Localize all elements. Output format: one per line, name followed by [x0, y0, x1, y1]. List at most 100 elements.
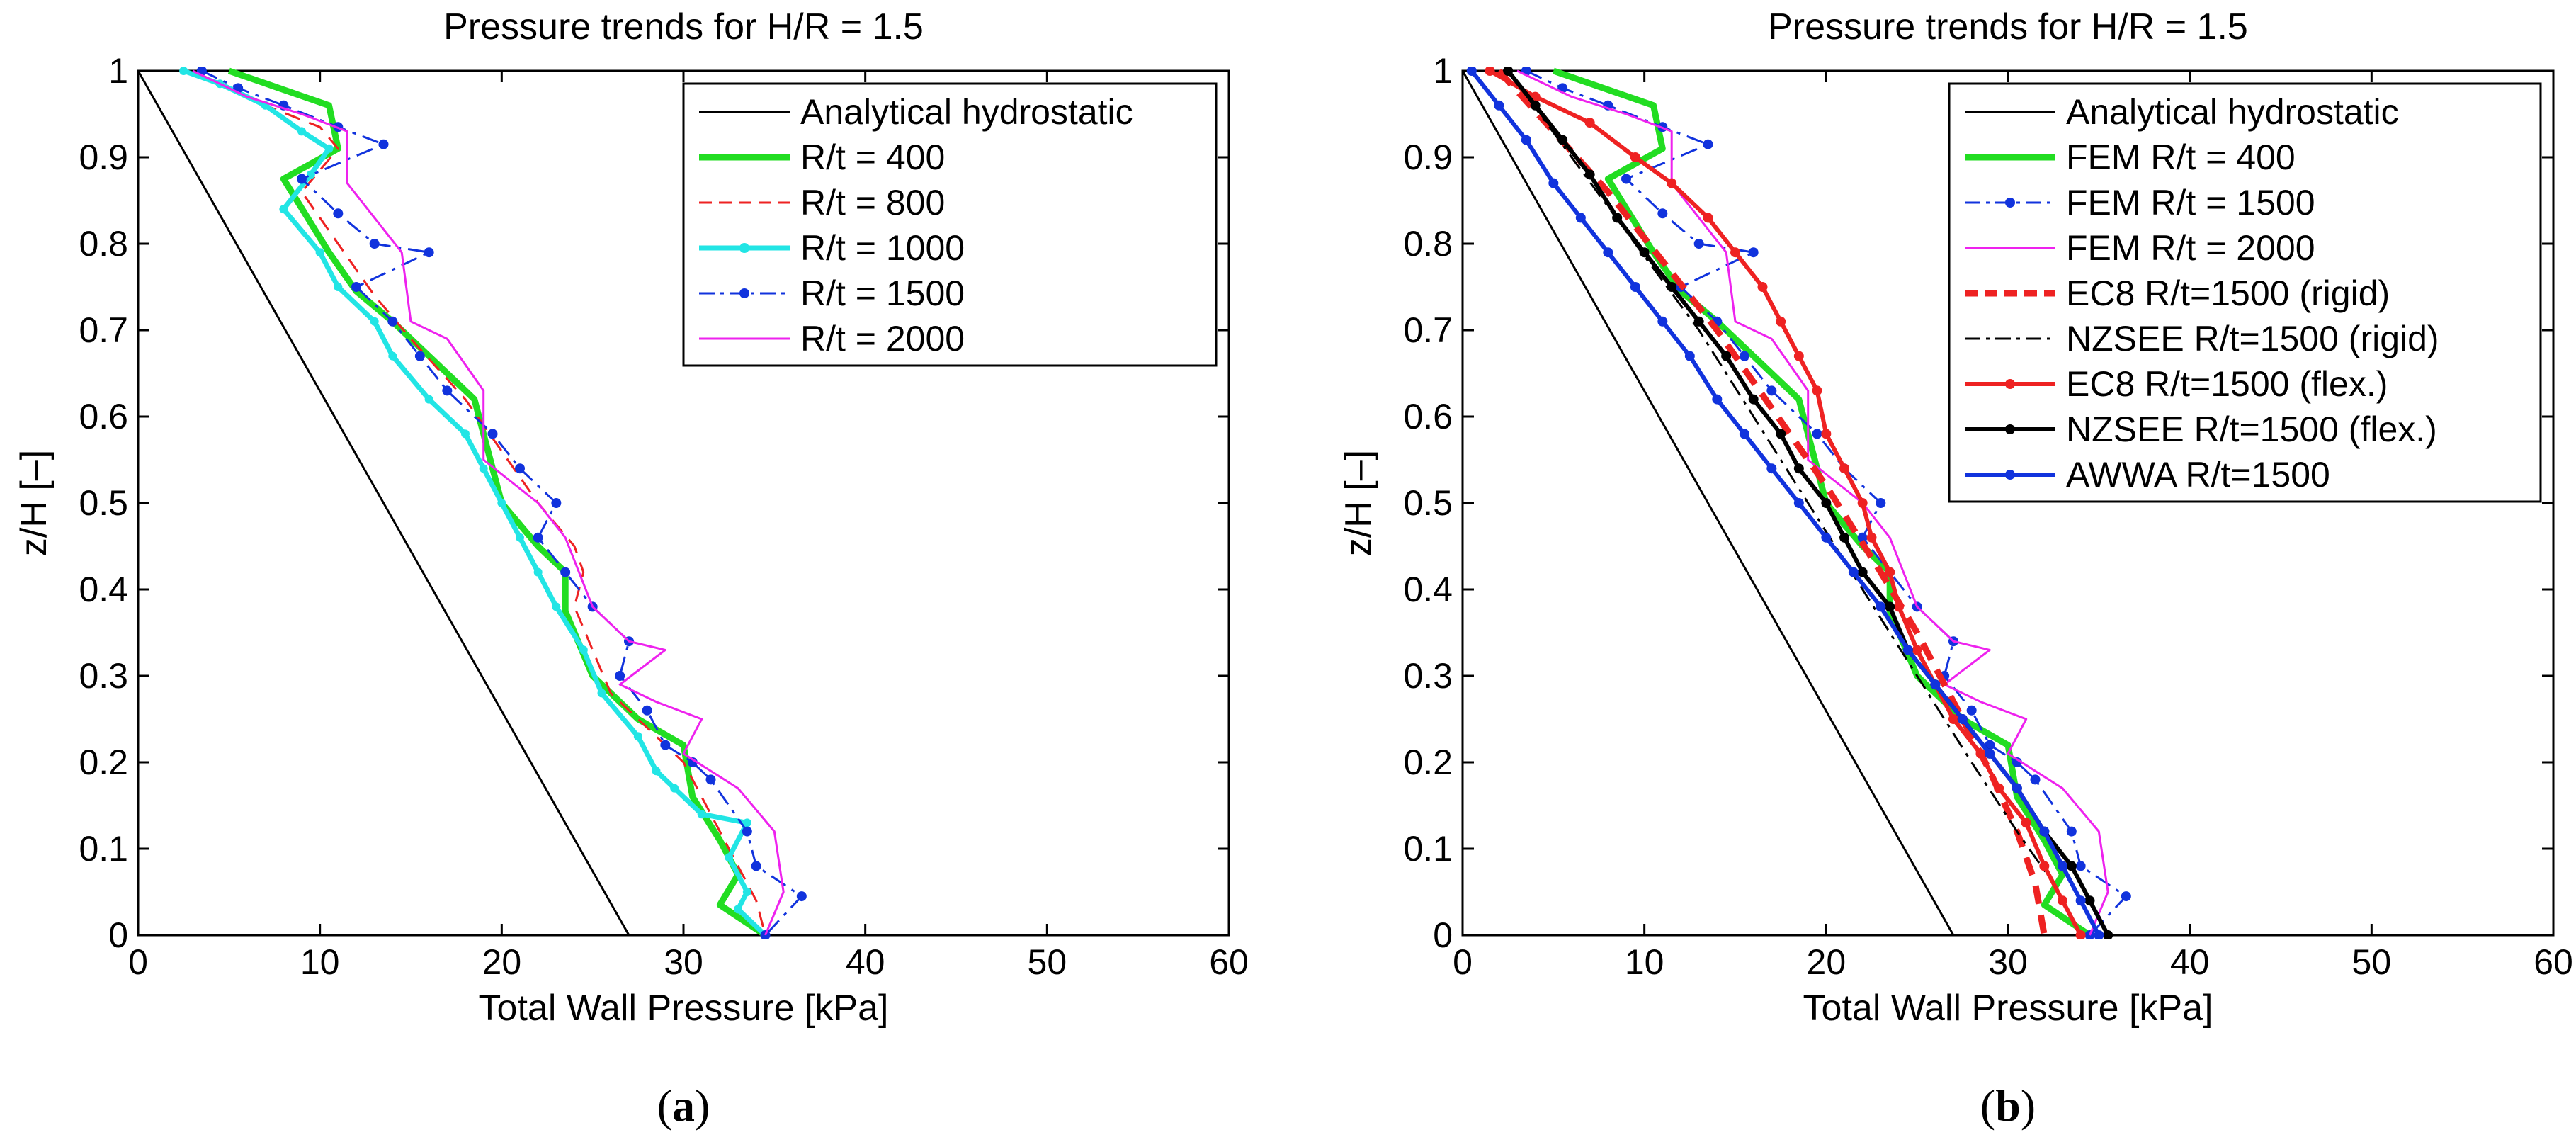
data-point-fem-r-t-1500 [1876, 498, 1886, 508]
data-point-fem-r-t-1500 [1812, 429, 1822, 439]
legend-marker-r-t-1500 [739, 288, 749, 298]
data-point-r-t-1000 [579, 645, 588, 655]
data-point-ec8-r-t-1500-flex [1730, 247, 1740, 258]
x-tick-label: 0 [128, 942, 148, 982]
data-point-nzsee-r-t-1500-flex [1557, 135, 1568, 145]
series-group [1463, 67, 2131, 939]
y-tick-label: 0.6 [79, 397, 128, 436]
data-point-awwa-r-t-1500 [1848, 567, 1859, 577]
x-tick-label: 60 [1209, 942, 1249, 982]
data-point-ec8-r-t-1500-flex [1776, 316, 1786, 327]
data-point-r-t-1000 [633, 732, 642, 741]
data-point-nzsee-r-t-1500-flex [1667, 282, 1677, 292]
data-point-r-t-1000 [725, 853, 734, 862]
data-point-nzsee-r-t-1500-flex [1584, 169, 1595, 180]
chart-title: Pressure trends for H/R = 1.5 [443, 6, 924, 47]
data-point-r-t-1500 [560, 567, 571, 577]
legend-marker-ec8-r-t-1500-flex [2005, 379, 2015, 389]
legend-label: FEM R/t = 1500 [2066, 183, 2315, 222]
x-tick-label: 30 [664, 942, 703, 982]
data-point-awwa-r-t-1500 [1630, 282, 1640, 292]
data-point-awwa-r-t-1500 [1494, 100, 1504, 111]
x-tick-label: 50 [1028, 942, 1067, 982]
chart-panel-b: Pressure trends for H/R = 1.50 10 20 30 40 50… [1338, 6, 2573, 1131]
data-point-nzsee-r-t-1500-flex [1503, 67, 1514, 76]
legend-label: FEM R/t = 400 [2066, 137, 2296, 177]
data-point-ec8-r-t-1500-flex [1703, 213, 1713, 223]
y-tick-label: 0.1 [79, 829, 128, 869]
data-point-r-t-1000 [742, 818, 751, 827]
data-point-r-t-1500 [751, 861, 761, 871]
x-tick-label: 0 [1453, 942, 1473, 982]
data-point-r-t-1500 [533, 532, 543, 543]
data-point-awwa-r-t-1500 [1902, 645, 1913, 655]
data-point-r-t-1000 [306, 170, 315, 179]
data-point-r-t-1000 [597, 689, 606, 698]
data-point-fem-r-t-1500 [2121, 891, 2131, 902]
data-point-awwa-r-t-1500 [2039, 826, 2050, 837]
data-point-r-t-1500 [424, 247, 434, 258]
y-tick-label: 0.9 [1403, 137, 1453, 177]
y-axis-label: z/H [–] [13, 450, 55, 556]
y-tick-label: 0 [1433, 915, 1453, 955]
x-axis-label: Total Wall Pressure [kPa] [479, 988, 889, 1029]
data-point-fem-r-t-1500 [2030, 774, 2041, 785]
series-line-fem-r-t-2000 [1516, 69, 2109, 936]
data-point-nzsee-r-t-1500-flex [1793, 463, 1804, 474]
data-point-r-t-1000 [497, 499, 506, 507]
y-tick-label: 0.7 [79, 310, 128, 350]
data-point-nzsee-r-t-1500-flex [1885, 601, 1895, 612]
data-point-ec8-r-t-1500-flex [1793, 351, 1804, 361]
legend-label: R/t = 2000 [800, 319, 965, 358]
data-point-awwa-r-t-1500 [1575, 213, 1586, 223]
series-line-analytical-hydrostatic [138, 70, 630, 936]
data-point-r-t-1000 [670, 784, 679, 793]
data-point-nzsee-r-t-1500-flex [1612, 213, 1623, 223]
data-point-nzsee-r-t-1500-flex [1639, 247, 1650, 258]
data-point-fem-r-t-1500 [1621, 174, 1631, 184]
data-point-ec8-r-t-1500-flex [2021, 818, 2031, 828]
data-point-r-t-1000 [297, 127, 306, 136]
data-point-r-t-1000 [734, 905, 742, 914]
data-point-nzsee-r-t-1500-flex [2084, 895, 2095, 906]
legend-marker-r-t-1000 [739, 243, 749, 253]
data-point-r-t-1500 [487, 429, 498, 439]
data-point-r-t-1000 [652, 767, 661, 776]
data-point-r-t-1500 [378, 139, 389, 149]
data-point-awwa-r-t-1500 [1957, 714, 1968, 724]
legend-box [682, 82, 1218, 367]
data-point-ec8-r-t-1500-flex [1866, 532, 1877, 543]
legend-label: NZSEE R/t=1500 (flex.) [2066, 409, 2437, 449]
x-tick-label: 40 [846, 942, 885, 982]
data-point-r-t-1500 [551, 498, 562, 508]
data-point-ec8-r-t-1500-flex [1667, 178, 1677, 188]
data-point-fem-r-t-1500 [2075, 861, 2086, 871]
y-tick-label: 0.5 [79, 483, 128, 523]
series-line-ec8-r-t-1500-rigid [1496, 68, 2048, 936]
x-tick-label: 40 [2170, 942, 2210, 982]
data-point-ec8-r-t-1500-flex [1994, 783, 2004, 793]
data-point-r-t-1000 [461, 429, 470, 439]
data-point-ec8-r-t-1500-flex [1630, 152, 1640, 162]
y-axis-label: z/H [–] [1338, 450, 1379, 556]
data-point-r-t-1500 [660, 740, 671, 750]
data-point-r-t-1000 [552, 602, 561, 611]
y-tick-label: 0.2 [79, 742, 128, 782]
data-point-awwa-r-t-1500 [2012, 783, 2022, 793]
y-tick-label: 0.7 [1403, 310, 1453, 350]
data-point-fem-r-t-1500 [1657, 208, 1668, 219]
data-point-r-t-1500 [333, 208, 344, 219]
data-point-ec8-r-t-1500-flex [1857, 498, 1868, 508]
chart-panel-a: Pressure trends for H/R = 1.50 10 20 30 40 50… [13, 6, 1249, 1131]
x-tick-label: 60 [2534, 942, 2573, 982]
data-point-awwa-r-t-1500 [2094, 930, 2104, 939]
data-point-r-t-1000 [370, 317, 379, 326]
data-point-fem-r-t-1500 [1693, 239, 1704, 249]
data-point-awwa-r-t-1500 [1684, 351, 1695, 361]
legend-label: R/t = 800 [800, 183, 945, 222]
series-line-r-t-400 [227, 67, 767, 938]
y-tick-label: 0.8 [79, 224, 128, 264]
data-point-r-t-1000 [324, 144, 334, 153]
y-tick-label: 0.4 [1403, 570, 1453, 609]
